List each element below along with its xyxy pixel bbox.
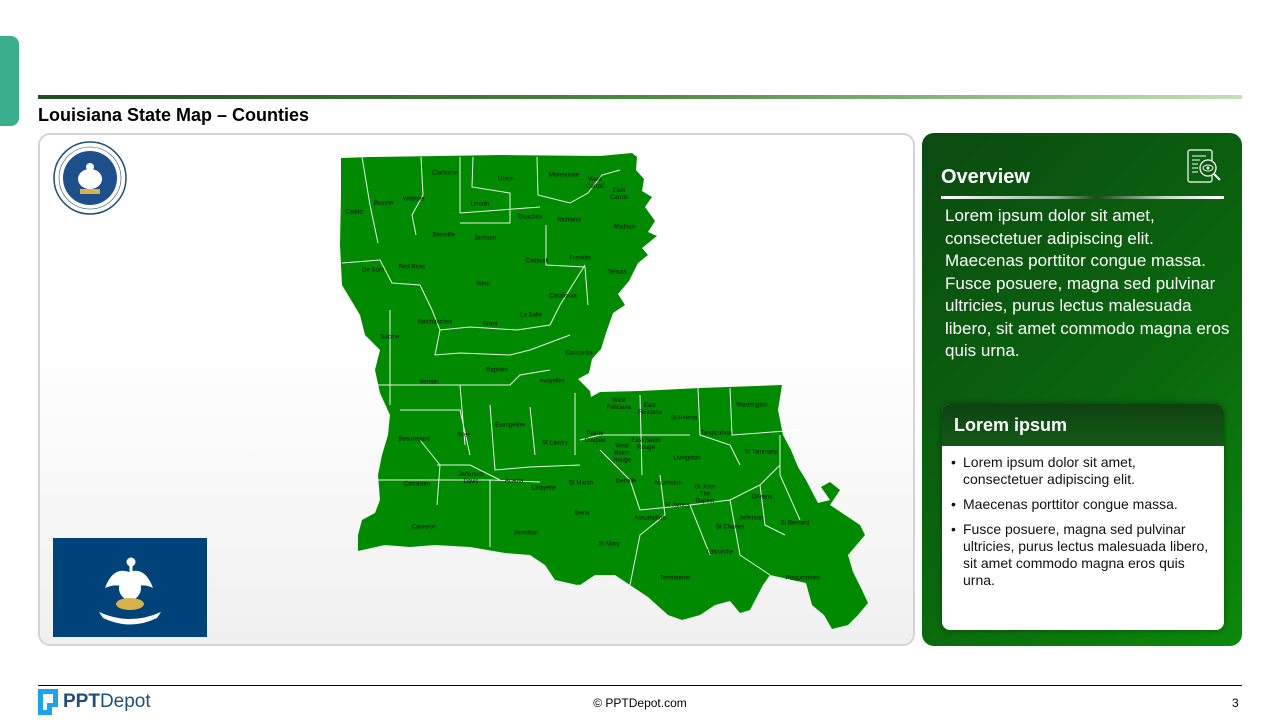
parish-label: Ouachita <box>517 214 543 221</box>
parish-label: Webster <box>402 196 426 203</box>
map-panel: Claiborne Union Morehouse West Carroll East … <box>38 133 915 646</box>
parish-label: West Baton Rouge <box>613 443 631 464</box>
louisiana-map <box>340 153 868 629</box>
parish-label: St Mary <box>598 541 620 548</box>
parish-label: Lincoln <box>470 201 490 208</box>
list-item: Maecenas porttitor congue massa. <box>951 496 1212 513</box>
parish-label: Sabine <box>380 334 400 341</box>
overview-panel: Overview Lorem ipsum dolor sit amet, con… <box>922 133 1242 646</box>
overview-text: Lorem ipsum dolor sit amet, consectetuer… <box>945 206 1230 360</box>
parish-label: Bienville <box>432 232 456 239</box>
logo-icon <box>38 689 58 715</box>
card-title: Lorem ipsum <box>942 404 1224 446</box>
state-flag <box>53 538 207 637</box>
parish-label: East Carroll <box>610 188 628 201</box>
parish-label: Madison <box>613 224 637 231</box>
overview-divider <box>941 196 1224 199</box>
parish-label: Red River <box>398 264 426 271</box>
parish-label: St James <box>664 502 690 509</box>
page-title: Louisiana State Map – Counties <box>38 105 310 125</box>
parish-label: Lafayette <box>531 485 557 492</box>
parish-label: Catahoula <box>549 293 577 300</box>
parish-label: St Tammany <box>744 449 778 456</box>
document-search-icon <box>1187 149 1221 183</box>
parish-label: De Soto <box>362 267 384 274</box>
state-seal <box>53 141 127 215</box>
parish-label: Winn <box>476 281 490 288</box>
copyright: © PPTDepot.com <box>593 696 687 710</box>
parish-label: St Charles <box>715 524 744 531</box>
overview-title: Overview <box>941 166 1030 188</box>
parish-borders <box>341 156 801 586</box>
list-item: Lorem ipsum dolor sit amet, consectetuer… <box>951 454 1212 488</box>
page-number: 3 <box>1232 696 1239 710</box>
accent-tab <box>0 36 19 126</box>
parish-label: Jefferson Davis <box>458 472 484 485</box>
parish-label: Bossier <box>373 200 395 207</box>
info-card: Lorem ipsum Lorem ipsum dolor sit amet, … <box>942 404 1224 630</box>
parish-label: Rapides <box>485 367 509 374</box>
parish-label: Caldwell <box>525 258 549 265</box>
parish-label: Calcasieu <box>403 481 431 488</box>
parish-label: Allen <box>457 432 471 439</box>
parish-label: West Carroll <box>586 177 604 190</box>
parish-label: Pointe Coupee <box>584 431 606 444</box>
parish-label: St Martin <box>568 480 594 487</box>
parish-label: Terrebonne <box>659 575 691 582</box>
parish-label: Natchitoches <box>417 319 453 326</box>
parish-label: Grant <box>482 321 498 328</box>
marsh-island <box>552 568 585 585</box>
parish-label: Vermilion <box>513 530 539 537</box>
parish-label: Assumption <box>634 515 666 522</box>
parish-label: Vernon <box>419 379 439 386</box>
parish-label: East Baton Rouge <box>631 438 661 451</box>
parish-label: Evangeline <box>495 422 525 429</box>
parish-label: Union <box>498 176 514 183</box>
parish-label: La Salle <box>520 312 542 319</box>
parish-label: Lafourche <box>706 549 734 556</box>
title-divider <box>38 95 1242 99</box>
parish-label: Franklin <box>569 255 591 262</box>
louisiana-outline <box>340 153 868 629</box>
parish-label: Beauregard <box>398 436 430 443</box>
parish-label: Caddo <box>345 209 363 216</box>
parish-label: Avoyelles <box>539 378 565 385</box>
parish-label: St Bernard <box>780 520 810 527</box>
parish-label: St John The Baptist <box>694 484 716 505</box>
parish-label: Livingston <box>673 455 701 462</box>
footer-divider <box>38 685 1242 686</box>
parish-label: East Feliciana <box>637 403 662 416</box>
parish-label: Iberia <box>574 510 590 517</box>
parish-label: Plaquemines <box>785 575 821 582</box>
parish-label: Tangipahoa <box>700 430 732 437</box>
bullet-list: Lorem ipsum dolor sit amet, consectetuer… <box>942 446 1224 589</box>
parish-label: Tensas <box>607 269 627 276</box>
pptdepot-logo: PPTDepot <box>38 689 151 715</box>
list-item: Fusce posuere, magna sed pulvinar ultric… <box>951 521 1212 589</box>
parish-label: Acadia <box>504 478 524 485</box>
parish-label: Ascension <box>654 480 682 487</box>
parish-label: Claiborne <box>432 170 458 177</box>
parish-label: Concordia <box>565 350 593 357</box>
parish-label: Iberville <box>615 478 637 485</box>
parish-label: Morehouse <box>548 172 580 179</box>
parish-label: Washington <box>736 402 768 409</box>
parish-label: St Helena <box>670 415 698 422</box>
parish-label: Cameron <box>411 524 437 531</box>
parish-label: Jackson <box>473 235 497 242</box>
parish-label: St Landry <box>542 440 568 447</box>
parish-label: Richland <box>557 217 581 224</box>
parish-label: West Feliciana <box>606 398 631 411</box>
parish-label: Jefferson <box>738 515 764 522</box>
parish-label: Orleans <box>751 494 773 501</box>
